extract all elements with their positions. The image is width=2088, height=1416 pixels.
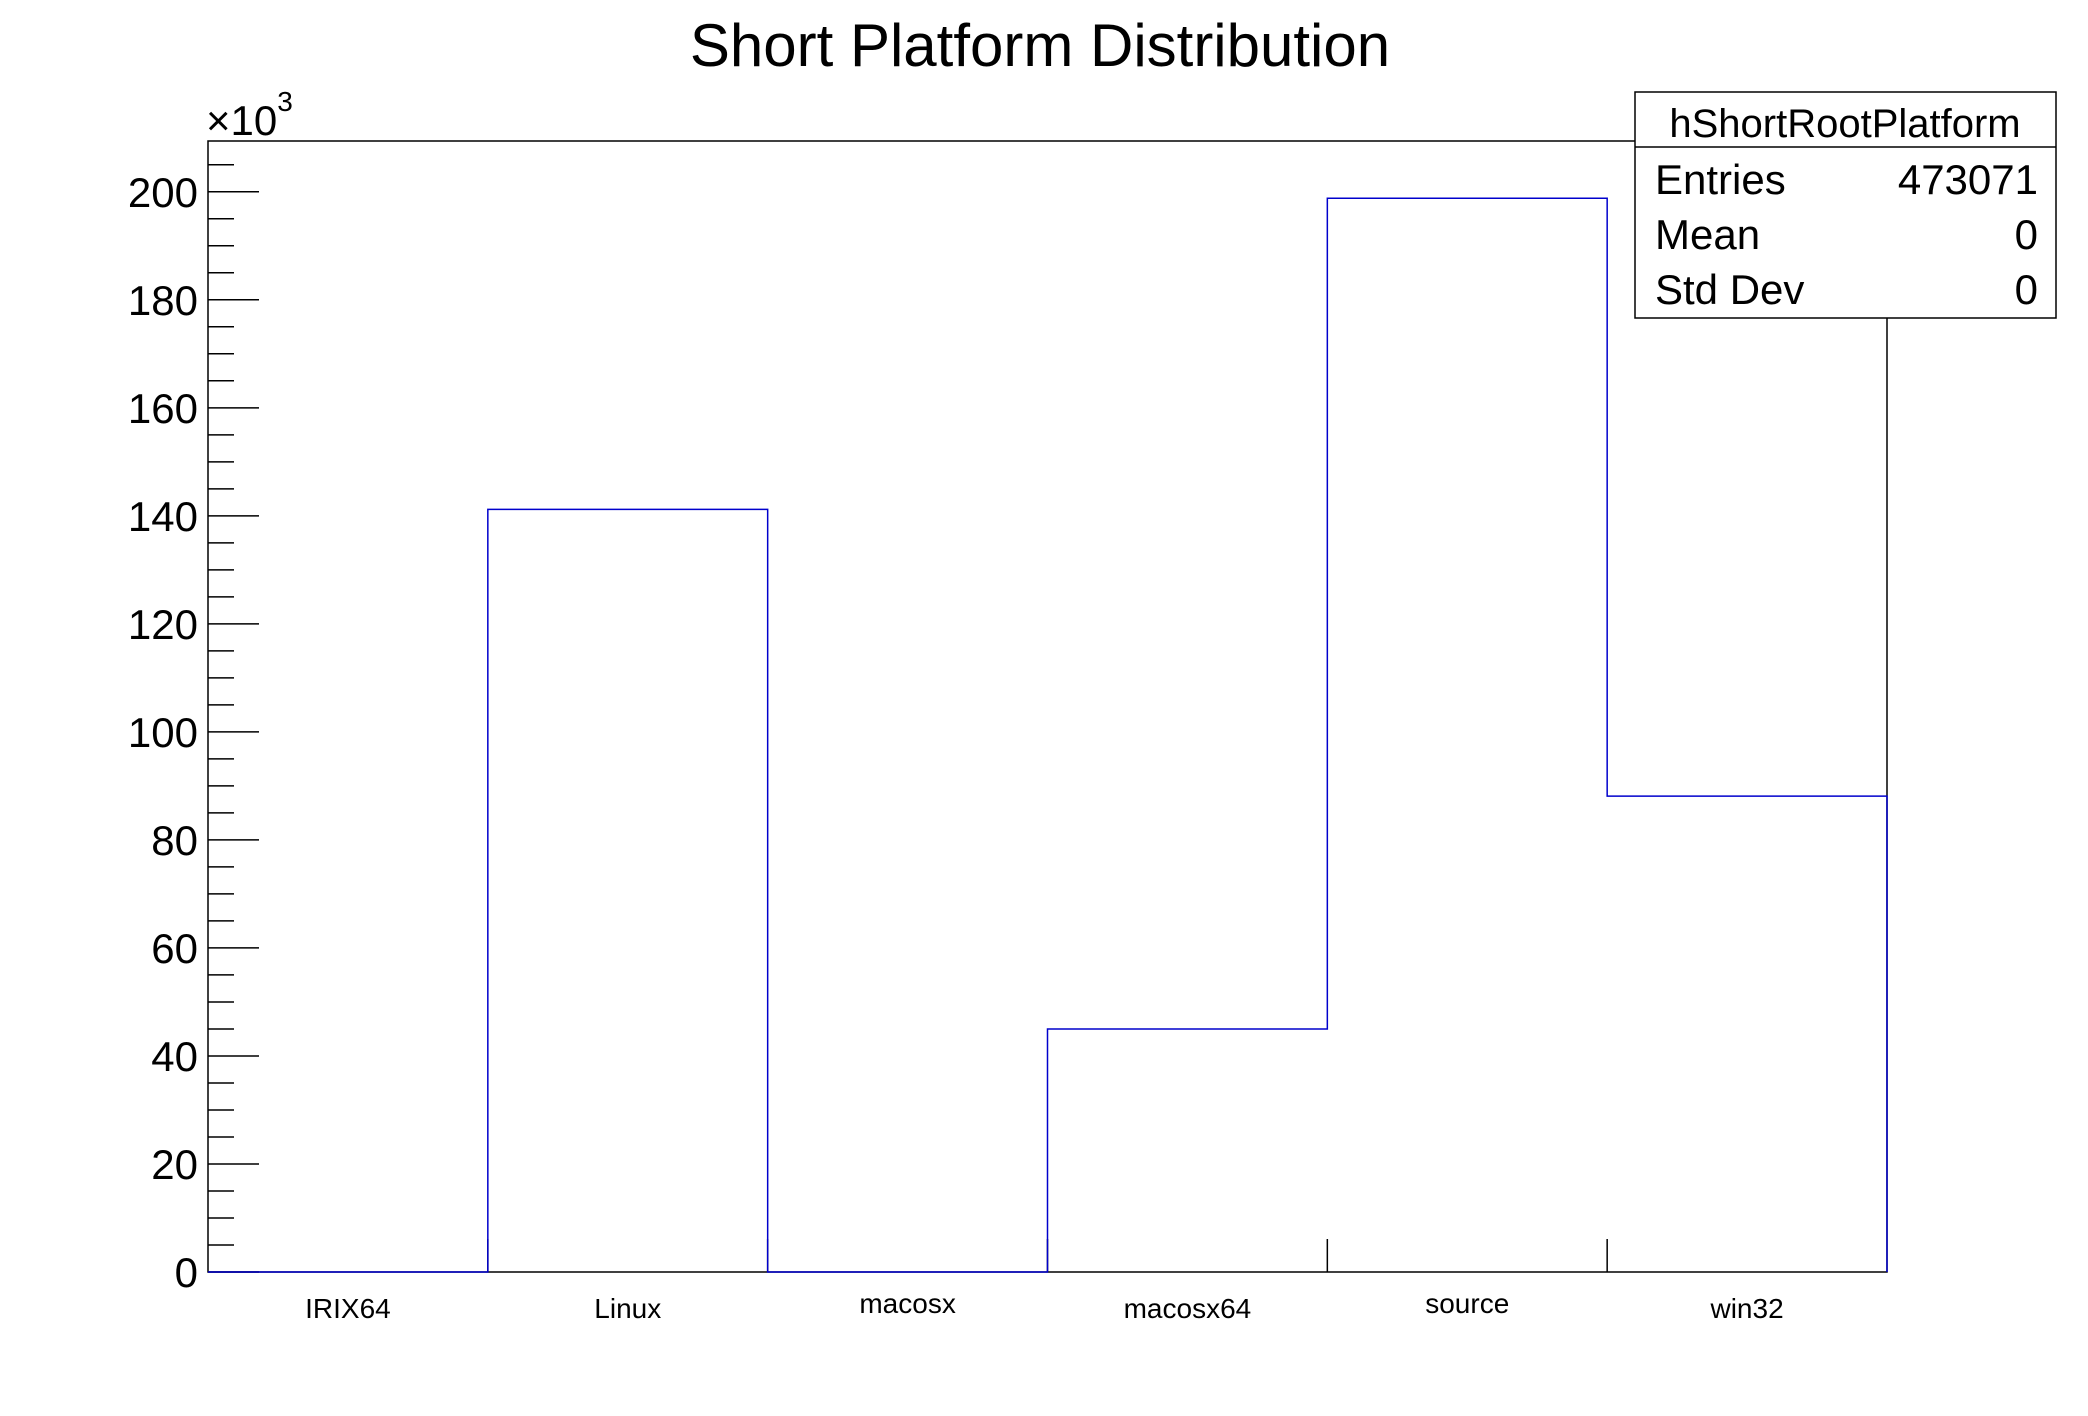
y-tick-label: 140 xyxy=(128,493,198,540)
y-tick-label: 160 xyxy=(128,385,198,432)
x-tick-label: Linux xyxy=(594,1293,661,1324)
x-axis: IRIX64 Linux macosx macosx64 source win32 xyxy=(305,1239,1784,1324)
stats-entries-label: Entries xyxy=(1655,156,1786,203)
stats-stddev-label: Std Dev xyxy=(1655,266,1804,313)
y-tick-label: 40 xyxy=(151,1033,198,1080)
y-tick-label: 120 xyxy=(128,601,198,648)
y-tick-label: 180 xyxy=(128,277,198,324)
y-tick-label: 200 xyxy=(128,169,198,216)
bar-linux xyxy=(488,509,768,1272)
y-multiplier: ×103 xyxy=(206,86,293,144)
stats-stddev-value: 0 xyxy=(2015,266,2038,313)
y-tick-label: 0 xyxy=(175,1249,198,1296)
bar-win32 xyxy=(1607,796,1887,1272)
y-tick-label: 80 xyxy=(151,817,198,864)
stats-entries-value: 473071 xyxy=(1898,156,2038,203)
bar-source xyxy=(1327,198,1607,1272)
stats-mean-value: 0 xyxy=(2015,211,2038,258)
y-multiplier-exponent: 3 xyxy=(277,86,293,117)
stats-box-frame xyxy=(1634,91,2057,319)
chart-title: Short Platform Distribution xyxy=(690,12,1390,79)
stats-mean-label: Mean xyxy=(1655,211,1760,258)
x-tick-label: win32 xyxy=(1709,1293,1783,1324)
y-tick-label: 60 xyxy=(151,925,198,972)
y-axis: 0 20 40 60 80 100 120 140 160 180 200 xyxy=(128,164,259,1296)
x-tick-label: macosx xyxy=(859,1288,955,1319)
histogram-bars xyxy=(208,197,1888,1273)
y-tick-label: 20 xyxy=(151,1141,198,1188)
stats-box: hShortRootPlatform Entries 473071 Mean 0… xyxy=(1634,91,2057,319)
stats-box-title: hShortRootPlatform xyxy=(1669,102,2020,146)
y-multiplier-base: ×10 xyxy=(206,97,277,144)
bar-macosx64 xyxy=(1048,1029,1328,1272)
histogram-outline xyxy=(208,197,1888,1273)
x-tick-label: IRIX64 xyxy=(305,1293,391,1324)
x-tick-label: macosx64 xyxy=(1124,1293,1252,1324)
y-tick-label: 100 xyxy=(128,709,198,756)
x-tick-label: source xyxy=(1425,1288,1509,1319)
